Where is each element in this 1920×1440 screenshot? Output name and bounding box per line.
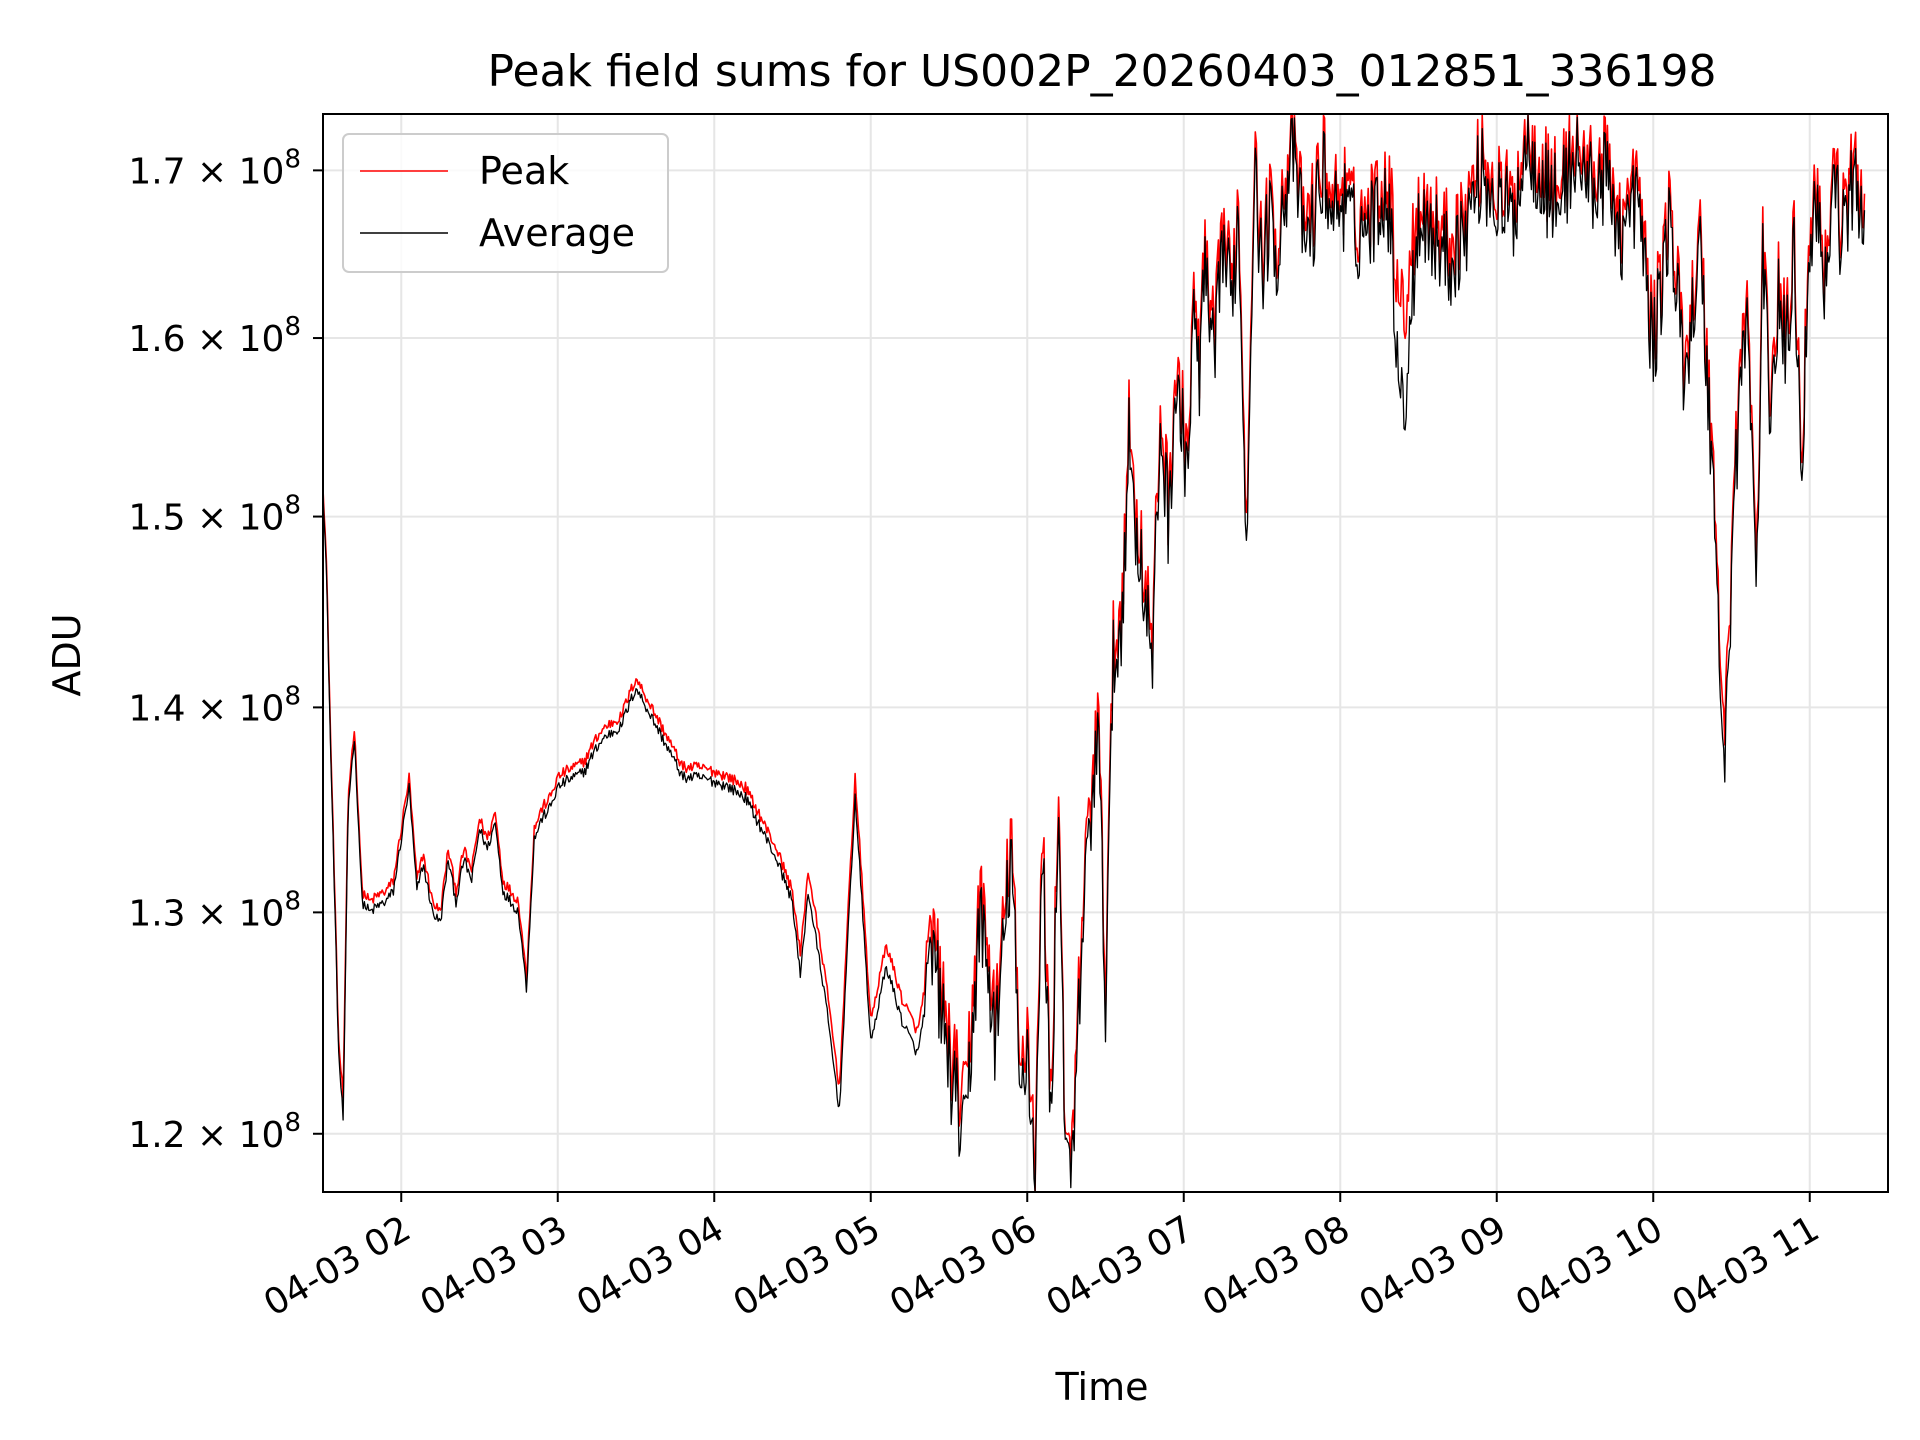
x-axis-label: Time: [1055, 1365, 1149, 1409]
series-line-peak: [322, 113, 1866, 1193]
legend-average-label: Average: [479, 211, 635, 255]
series-lines: [322, 113, 1866, 1193]
y-tick-label: 1.7 × 108: [128, 144, 301, 192]
y-axis-label: ADU: [45, 613, 89, 696]
legend-box: [342, 133, 669, 273]
y-axis-ticks: 1.2 × 108 1.3 × 108 1.4 × 108 1.5 × 108 1.6 …: [128, 144, 323, 1156]
y-tick-label: 1.3 × 108: [128, 886, 301, 934]
y-tick-label: 1.5 × 108: [128, 491, 301, 539]
plot-frame: [322, 113, 1889, 1193]
series-line-average: [322, 113, 1866, 1193]
legend-peak-label: Peak: [479, 149, 569, 193]
y-tick-label: 1.6 × 108: [128, 312, 301, 360]
y-tick-label: 1.4 × 108: [128, 681, 301, 729]
legend: Peak Average: [342, 133, 669, 273]
y-tick-label: 1.2 × 108: [128, 1108, 301, 1156]
chart-title: Peak field sums for US002P_20260403_0128…: [488, 46, 1717, 97]
